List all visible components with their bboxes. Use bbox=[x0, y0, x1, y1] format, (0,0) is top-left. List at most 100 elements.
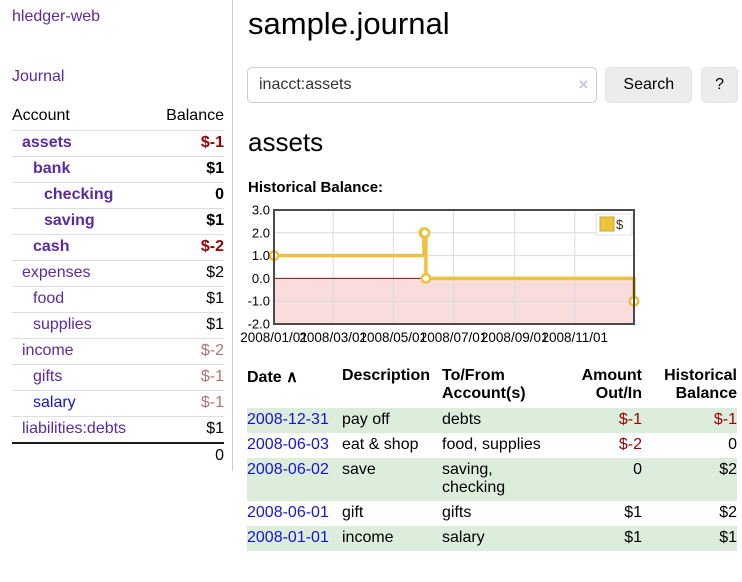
chart-heading: Historical Balance: bbox=[248, 179, 384, 196]
transaction-description: pay off bbox=[342, 411, 390, 428]
account-balance: $-1 bbox=[200, 368, 224, 385]
svg-text:2008/09/01: 2008/09/01 bbox=[481, 330, 549, 345]
account-link[interactable]: supplies bbox=[33, 316, 92, 333]
account-link[interactable]: income bbox=[22, 342, 74, 359]
svg-text:1.0: 1.0 bbox=[252, 248, 270, 263]
account-link[interactable]: bank bbox=[33, 160, 71, 177]
page-title: sample.journal bbox=[248, 6, 450, 41]
transaction-date-link[interactable]: 2008-12-31 bbox=[247, 411, 329, 428]
register-header-description: Description bbox=[342, 367, 431, 384]
accounts-total-row: 0 bbox=[12, 442, 224, 469]
app-title-link[interactable]: hledger-web bbox=[12, 8, 101, 25]
svg-text:2008/01/01: 2008/01/01 bbox=[240, 330, 308, 345]
transaction-date-link[interactable]: 2008-06-03 bbox=[247, 436, 329, 453]
help-button[interactable]: ? bbox=[701, 67, 738, 103]
svg-text:0.0: 0.0 bbox=[252, 271, 270, 286]
transaction-description: gift bbox=[342, 504, 364, 521]
svg-text:2008/05/01: 2008/05/01 bbox=[360, 330, 428, 345]
accounts-header-row: Account Balance bbox=[12, 103, 224, 131]
spacer bbox=[12, 442, 153, 469]
accounts-total-value: 0 bbox=[152, 442, 224, 469]
transaction-date-link[interactable]: 2008-06-01 bbox=[247, 504, 329, 521]
account-balance: $-1 bbox=[200, 134, 224, 151]
account-balance: $-2 bbox=[200, 238, 224, 255]
transaction-row: 2008-06-01 gift gifts $1 $2 bbox=[247, 501, 737, 526]
transaction-balance: $-1 bbox=[713, 411, 737, 428]
account-link[interactable]: checking bbox=[44, 186, 114, 203]
clear-search-icon[interactable]: × bbox=[578, 75, 589, 94]
transaction-accounts: saving, checking bbox=[442, 461, 506, 496]
svg-text:2008/07/01: 2008/07/01 bbox=[420, 330, 488, 345]
svg-text:2.0: 2.0 bbox=[252, 225, 270, 240]
account-balance: $1 bbox=[206, 160, 224, 177]
transaction-accounts: debts bbox=[442, 411, 482, 428]
search-button[interactable]: Search bbox=[605, 67, 693, 103]
account-balance: $2 bbox=[206, 264, 224, 281]
account-balance: $1 bbox=[206, 212, 224, 229]
sidebar-item-journal[interactable]: Journal bbox=[12, 68, 65, 85]
account-balance: 0 bbox=[215, 186, 224, 203]
search-form: × Search ? bbox=[247, 67, 738, 103]
app-title: hledger-web bbox=[12, 8, 232, 26]
svg-text:$: $ bbox=[616, 217, 624, 232]
transaction-amount: 0 bbox=[633, 461, 642, 478]
sort-ascending-icon: ∧ bbox=[286, 369, 298, 386]
transaction-amount: $1 bbox=[624, 504, 642, 521]
search-input-wrap: × bbox=[247, 67, 598, 103]
transaction-description: eat & shop bbox=[342, 436, 419, 453]
transaction-accounts: gifts bbox=[442, 504, 472, 521]
register-header-date[interactable]: Date ∧ bbox=[247, 369, 298, 386]
account-link[interactable]: saving bbox=[44, 212, 95, 229]
transaction-description: save bbox=[342, 461, 376, 478]
register-header-accounts: To/From Account(s) bbox=[442, 367, 526, 402]
register-header-balance: Historical Balance bbox=[664, 367, 737, 402]
transaction-row: 2008-06-03 eat & shop food, supplies $-2 0 bbox=[247, 433, 737, 458]
account-balance: $-1 bbox=[200, 394, 224, 411]
accounts-header-balance: Balance bbox=[166, 107, 224, 124]
account-link[interactable]: cash bbox=[33, 238, 70, 255]
register-header-amount: Amount Out/In bbox=[581, 367, 642, 402]
account-row: liabilities:debts $1 bbox=[12, 416, 224, 444]
account-balance: $1 bbox=[206, 316, 224, 333]
transaction-accounts: food, supplies bbox=[442, 436, 541, 453]
search-input[interactable] bbox=[247, 67, 598, 103]
transaction-amount: $-1 bbox=[618, 411, 642, 428]
transaction-balance: $1 bbox=[719, 529, 737, 546]
svg-text:2008/03/01: 2008/03/01 bbox=[299, 330, 367, 345]
account-heading: assets bbox=[248, 127, 324, 157]
account-link[interactable]: liabilities:debts bbox=[22, 420, 127, 437]
account-link[interactable]: gifts bbox=[33, 368, 63, 385]
account-row: food $1 bbox=[12, 286, 224, 313]
account-row: saving $1 bbox=[12, 208, 224, 235]
svg-text:-1.0: -1.0 bbox=[248, 294, 270, 309]
account-row: supplies $1 bbox=[12, 312, 224, 339]
sidebar: hledger-web Journal Account Balance asse… bbox=[0, 0, 233, 471]
account-row: checking 0 bbox=[12, 182, 224, 209]
transaction-balance: $2 bbox=[719, 504, 737, 521]
transaction-amount: $-2 bbox=[618, 436, 642, 453]
transaction-description: income bbox=[342, 529, 394, 546]
transaction-date-link[interactable]: 2008-06-02 bbox=[247, 461, 329, 478]
account-link[interactable]: assets bbox=[22, 134, 72, 151]
account-row: income $-2 bbox=[12, 338, 224, 365]
transaction-row: 2008-06-02 save saving, checking 0 $2 bbox=[247, 458, 737, 501]
transaction-balance: 0 bbox=[728, 436, 737, 453]
account-row: expenses $2 bbox=[12, 260, 224, 287]
svg-text:-2.0: -2.0 bbox=[248, 317, 270, 332]
account-link[interactable]: salary bbox=[33, 394, 76, 411]
accounts-header-account: Account bbox=[12, 107, 70, 124]
main-content: sample.journal × Search ? assets Histori… bbox=[240, 0, 738, 551]
transaction-date-link[interactable]: 2008-01-01 bbox=[247, 529, 329, 546]
account-row: salary $-1 bbox=[12, 390, 224, 417]
account-link[interactable]: expenses bbox=[22, 264, 91, 281]
account-row: assets $-1 bbox=[12, 130, 224, 157]
account-row: bank $1 bbox=[12, 156, 224, 183]
transaction-balance: $2 bbox=[719, 461, 737, 478]
account-link[interactable]: food bbox=[33, 290, 65, 307]
historical-balance-chart: $3.0 2.0 1.0 0.0 -1.0 -2.02008/01/012008/03/0… bbox=[240, 203, 640, 345]
account-row: cash $-2 bbox=[12, 234, 224, 261]
account-balance: $1 bbox=[206, 290, 224, 307]
accounts-table: Account Balance assets $-1 bank $1 checking 0… bbox=[12, 103, 224, 469]
account-balance: $1 bbox=[206, 420, 224, 437]
transaction-row: 2008-12-31 pay off debts $-1 $-1 bbox=[247, 408, 737, 433]
